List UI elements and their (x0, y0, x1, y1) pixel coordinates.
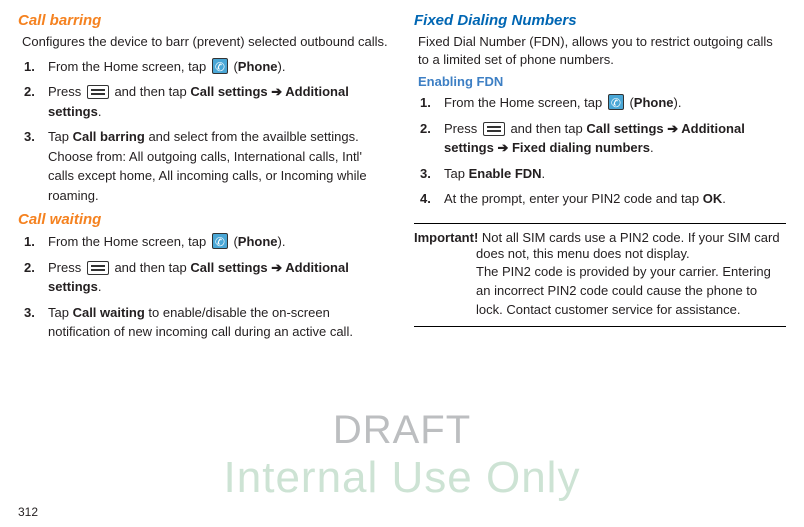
menu-icon (87, 85, 109, 99)
text: ( (230, 234, 238, 249)
text: and then tap (111, 260, 191, 275)
page-number: 312 (18, 505, 38, 519)
step: Press and then tap Call settings ➔ Addit… (38, 258, 390, 297)
text: Press (48, 84, 85, 99)
step: From the Home screen, tap (Phone). (434, 93, 786, 113)
phone-icon (212, 233, 228, 249)
phone-icon (608, 94, 624, 110)
step: From the Home screen, tap (Phone). (38, 57, 390, 77)
important-note: Important! Not all SIM cards use a PIN2 … (414, 223, 786, 327)
step: Press and then tap Call settings ➔ Addit… (38, 82, 390, 121)
call-barring-steps: From the Home screen, tap (Phone). Press… (18, 57, 390, 206)
text: and then tap (507, 121, 587, 136)
step: At the prompt, enter your PIN2 code and … (434, 189, 786, 209)
text-bold: Enable FDN (469, 166, 542, 181)
important-label: Important! (414, 230, 478, 245)
call-barring-title: Call barring (18, 12, 390, 29)
text: Press (48, 260, 85, 275)
text: At the prompt, enter your PIN2 code and … (444, 191, 703, 206)
call-barring-desc: Configures the device to barr (prevent) … (22, 33, 390, 51)
text: From the Home screen, tap (48, 234, 210, 249)
text: . (722, 191, 726, 206)
text: Press (444, 121, 481, 136)
fdn-steps: From the Home screen, tap (Phone). Press… (414, 93, 786, 209)
text: . (98, 104, 102, 119)
text: Tap (48, 129, 73, 144)
watermark-line1: DRAFT (224, 408, 581, 453)
phone-icon (212, 58, 228, 74)
text: . (542, 166, 546, 181)
step: Tap Enable FDN. (434, 164, 786, 184)
text-bold: OK (703, 191, 723, 206)
text-bold: Phone (634, 95, 674, 110)
fdn-desc: Fixed Dial Number (FDN), allows you to r… (418, 33, 786, 68)
watermark: DRAFT Internal Use Only (224, 408, 581, 503)
text-bold: Phone (238, 59, 278, 74)
step: Press and then tap Call settings ➔ Addit… (434, 119, 786, 158)
call-waiting-steps: From the Home screen, tap (Phone). Press… (18, 232, 390, 342)
text: ). (278, 234, 286, 249)
text: From the Home screen, tap (444, 95, 606, 110)
step: Tap Call barring and select from the ava… (38, 127, 390, 205)
watermark-line2: Internal Use Only (224, 453, 581, 503)
page-columns: Call barring Configures the device to ba… (0, 0, 804, 348)
text: ( (230, 59, 238, 74)
important-firstline: Not all SIM cards use a PIN2 code. If yo… (482, 230, 780, 245)
text: . (650, 140, 654, 155)
text: and then tap (111, 84, 191, 99)
text: ). (674, 95, 682, 110)
left-column: Call barring Configures the device to ba… (18, 10, 390, 348)
text: ). (278, 59, 286, 74)
text: . (98, 279, 102, 294)
fdn-title: Fixed Dialing Numbers (414, 12, 786, 29)
menu-icon (87, 261, 109, 275)
text-bold: Call barring (73, 129, 145, 144)
text-bold: Phone (238, 234, 278, 249)
call-waiting-title: Call waiting (18, 211, 390, 228)
text-bold: Call waiting (73, 305, 145, 320)
important-body: does not, this menu does not display.The… (414, 245, 786, 320)
text: Tap (444, 166, 469, 181)
step: Tap Call waiting to enable/disable the o… (38, 303, 390, 342)
text: From the Home screen, tap (48, 59, 210, 74)
text: ( (626, 95, 634, 110)
right-column: Fixed Dialing Numbers Fixed Dial Number … (414, 10, 786, 348)
step: From the Home screen, tap (Phone). (38, 232, 390, 252)
menu-icon (483, 122, 505, 136)
text: Tap (48, 305, 73, 320)
enabling-fdn-subtitle: Enabling FDN (418, 74, 786, 89)
